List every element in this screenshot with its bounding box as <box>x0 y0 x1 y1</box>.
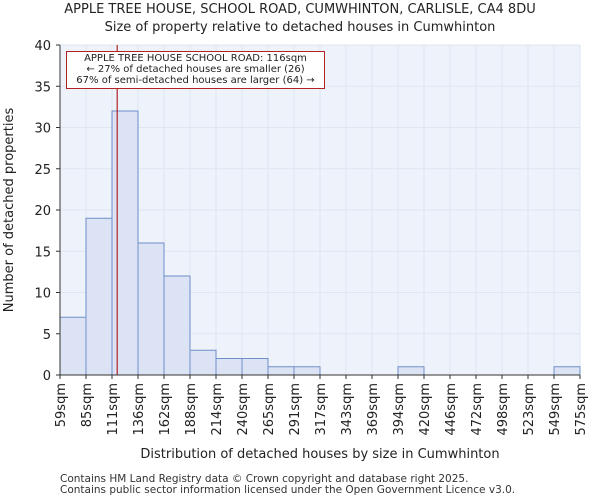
x-tick-label: 343sqm <box>340 383 355 436</box>
bar-85sqm <box>85 217 113 376</box>
x-tick-label: 575sqm <box>574 383 589 436</box>
x-tick-label: 214sqm <box>210 383 225 436</box>
bar-291sqm <box>293 366 321 376</box>
y-tick-label: 15 <box>34 245 51 260</box>
annotation-line-3: 67% of semi-detached houses are larger (… <box>76 75 315 86</box>
footer-line-2: Contains public sector information licen… <box>60 484 516 496</box>
bar-394sqm <box>397 366 425 376</box>
y-tick-label: 5 <box>43 328 51 343</box>
x-tick-label: 85sqm <box>80 383 95 427</box>
y-tick-label: 30 <box>34 122 51 137</box>
bar-series <box>59 110 581 376</box>
y-tick-label: 25 <box>34 163 51 178</box>
x-tick-label: 188sqm <box>184 383 199 436</box>
x-tick-label: 472sqm <box>470 383 485 436</box>
x-tick-label: 240sqm <box>236 383 251 436</box>
x-axis-label: Distribution of detached houses by size … <box>140 447 499 462</box>
x-tick-label: 394sqm <box>392 383 407 436</box>
bar-188sqm <box>189 349 217 376</box>
annotation-line-2: ← 27% of detached houses are smaller (26… <box>86 64 305 75</box>
x-tick-label: 420sqm <box>418 383 433 436</box>
y-tick-label: 40 <box>34 39 51 54</box>
bar-240sqm <box>241 358 269 376</box>
chart-title: APPLE TREE HOUSE, SCHOOL ROAD, CUMWHINTO… <box>64 2 536 17</box>
x-tick-label: 136sqm <box>132 383 147 436</box>
x-tick-label: 162sqm <box>158 383 173 436</box>
bar-136sqm <box>137 242 165 376</box>
chart-subtitle: Size of property relative to detached ho… <box>104 20 496 35</box>
y-tick-label: 0 <box>43 369 51 384</box>
axes: 0 5 10 15 20 25 30 35 40 59sqm 85sqm 111sqm 136sqm 16… <box>34 39 589 436</box>
x-tick-label: 498sqm <box>496 383 511 436</box>
x-tick-label: 549sqm <box>548 383 563 436</box>
x-tick-label: 446sqm <box>444 383 459 436</box>
bar-162sqm <box>163 275 191 376</box>
x-tick-label: 291sqm <box>288 383 303 436</box>
x-tick-label: 59sqm <box>54 383 69 427</box>
bar-549sqm <box>553 366 581 376</box>
footer-line-1: Contains HM Land Registry data © Crown c… <box>60 473 469 485</box>
x-tick-label: 317sqm <box>314 383 329 436</box>
bar-59sqm <box>59 316 87 376</box>
x-tick-label: 111sqm <box>106 383 121 436</box>
annotation-line-1: APPLE TREE HOUSE SCHOOL ROAD: 116sqm <box>84 53 307 64</box>
bar-214sqm <box>215 358 243 376</box>
property-annotation: APPLE TREE HOUSE SCHOOL ROAD: 116sqm ← 2… <box>66 51 325 89</box>
y-axis-label: Number of detached properties <box>2 108 17 313</box>
bar-265sqm <box>267 366 295 376</box>
y-tick-label: 20 <box>34 204 51 219</box>
x-tick-label: 523sqm <box>522 383 537 436</box>
bar-111sqm <box>111 110 139 376</box>
y-tick-label: 35 <box>34 80 51 95</box>
y-tick-label: 10 <box>34 287 51 302</box>
x-tick-label: 369sqm <box>366 383 381 436</box>
x-tick-label: 265sqm <box>262 383 277 436</box>
